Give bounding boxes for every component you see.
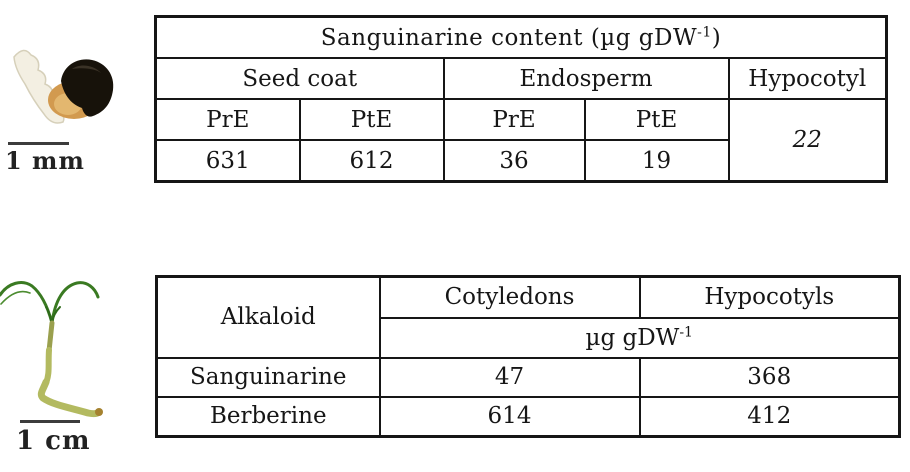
- table2-unit-sup: -1: [679, 323, 693, 340]
- seedling-left-leaf-strand: [0, 290, 31, 305]
- seedling-stem-upper: [46, 320, 55, 354]
- table2-row-sanguinarine-label: Sanguinarine: [155, 356, 381, 398]
- table1-title: Sanguinarine content (µg gDW-1): [154, 15, 888, 59]
- table1-value-endosperm-pte: 19: [583, 139, 730, 183]
- seed-body: [61, 59, 114, 117]
- table2-berberine-cotyledons: 614: [378, 395, 641, 438]
- table2-sanguinarine-cotyledons: 47: [378, 356, 641, 398]
- table1-group-seed-coat: Seed coat: [154, 57, 445, 100]
- seed-scale-label: 1 mm: [5, 146, 85, 175]
- seedling-stem-mid: [43, 347, 52, 386]
- table1-hypocotyl-value: 22: [727, 98, 888, 183]
- seed-scalebar: [8, 142, 69, 145]
- table1-group-hypocotyl: Hypocotyl: [727, 57, 888, 100]
- seedling-left-leaf: [0, 281, 54, 325]
- seedling-right-leaf: [50, 281, 100, 325]
- table1-value-endosperm-pre: 36: [442, 139, 586, 183]
- sanguinarine-content-table: Sanguinarine content (µg gDW-1) Seed coa…: [154, 15, 888, 183]
- table2-unit-text: µg gDW: [585, 324, 680, 351]
- table2-berberine-hypocotyls: 412: [638, 395, 901, 438]
- seedling-photo: [0, 281, 103, 418]
- seed-body-sheen: [72, 65, 101, 73]
- table2-header-alkaloid: Alkaloid: [155, 275, 381, 359]
- table2-sanguinarine-hypocotyls: 368: [638, 356, 901, 398]
- seedling-scalebar: [20, 420, 80, 423]
- seed-photo: [13, 49, 114, 124]
- table1-title-sup: -1: [697, 23, 712, 40]
- table2-unit-cell: µg gDW-1: [378, 316, 901, 359]
- table1-subheader-pte-1: PtE: [298, 98, 445, 141]
- table1-value-seedcoat-pre: 631: [154, 139, 301, 183]
- table2-header-cotyledons: Cotyledons: [378, 275, 641, 319]
- table1-group-endosperm: Endosperm: [442, 57, 730, 100]
- table1-subheader-pre-2: PrE: [442, 98, 586, 141]
- table1-subheader-pre-1: PrE: [154, 98, 301, 141]
- table1-title-text: Sanguinarine content (µg gDW: [320, 24, 698, 51]
- seedling-stem-bottom: [37, 378, 103, 418]
- table1-value-seedcoat-pte: 612: [298, 139, 445, 183]
- table2-row-berberine-label: Berberine: [155, 395, 381, 438]
- table1-subheader-pte-2: PtE: [583, 98, 730, 141]
- seedling-root-tip: [95, 408, 103, 416]
- table1-title-close: ): [711, 24, 722, 51]
- seedling-scale-label: 1 cm: [16, 426, 91, 456]
- alkaloid-content-table: Alkaloid Cotyledons Hypocotyls µg gDW-1 …: [155, 275, 901, 438]
- table2-header-hypocotyls: Hypocotyls: [638, 275, 901, 319]
